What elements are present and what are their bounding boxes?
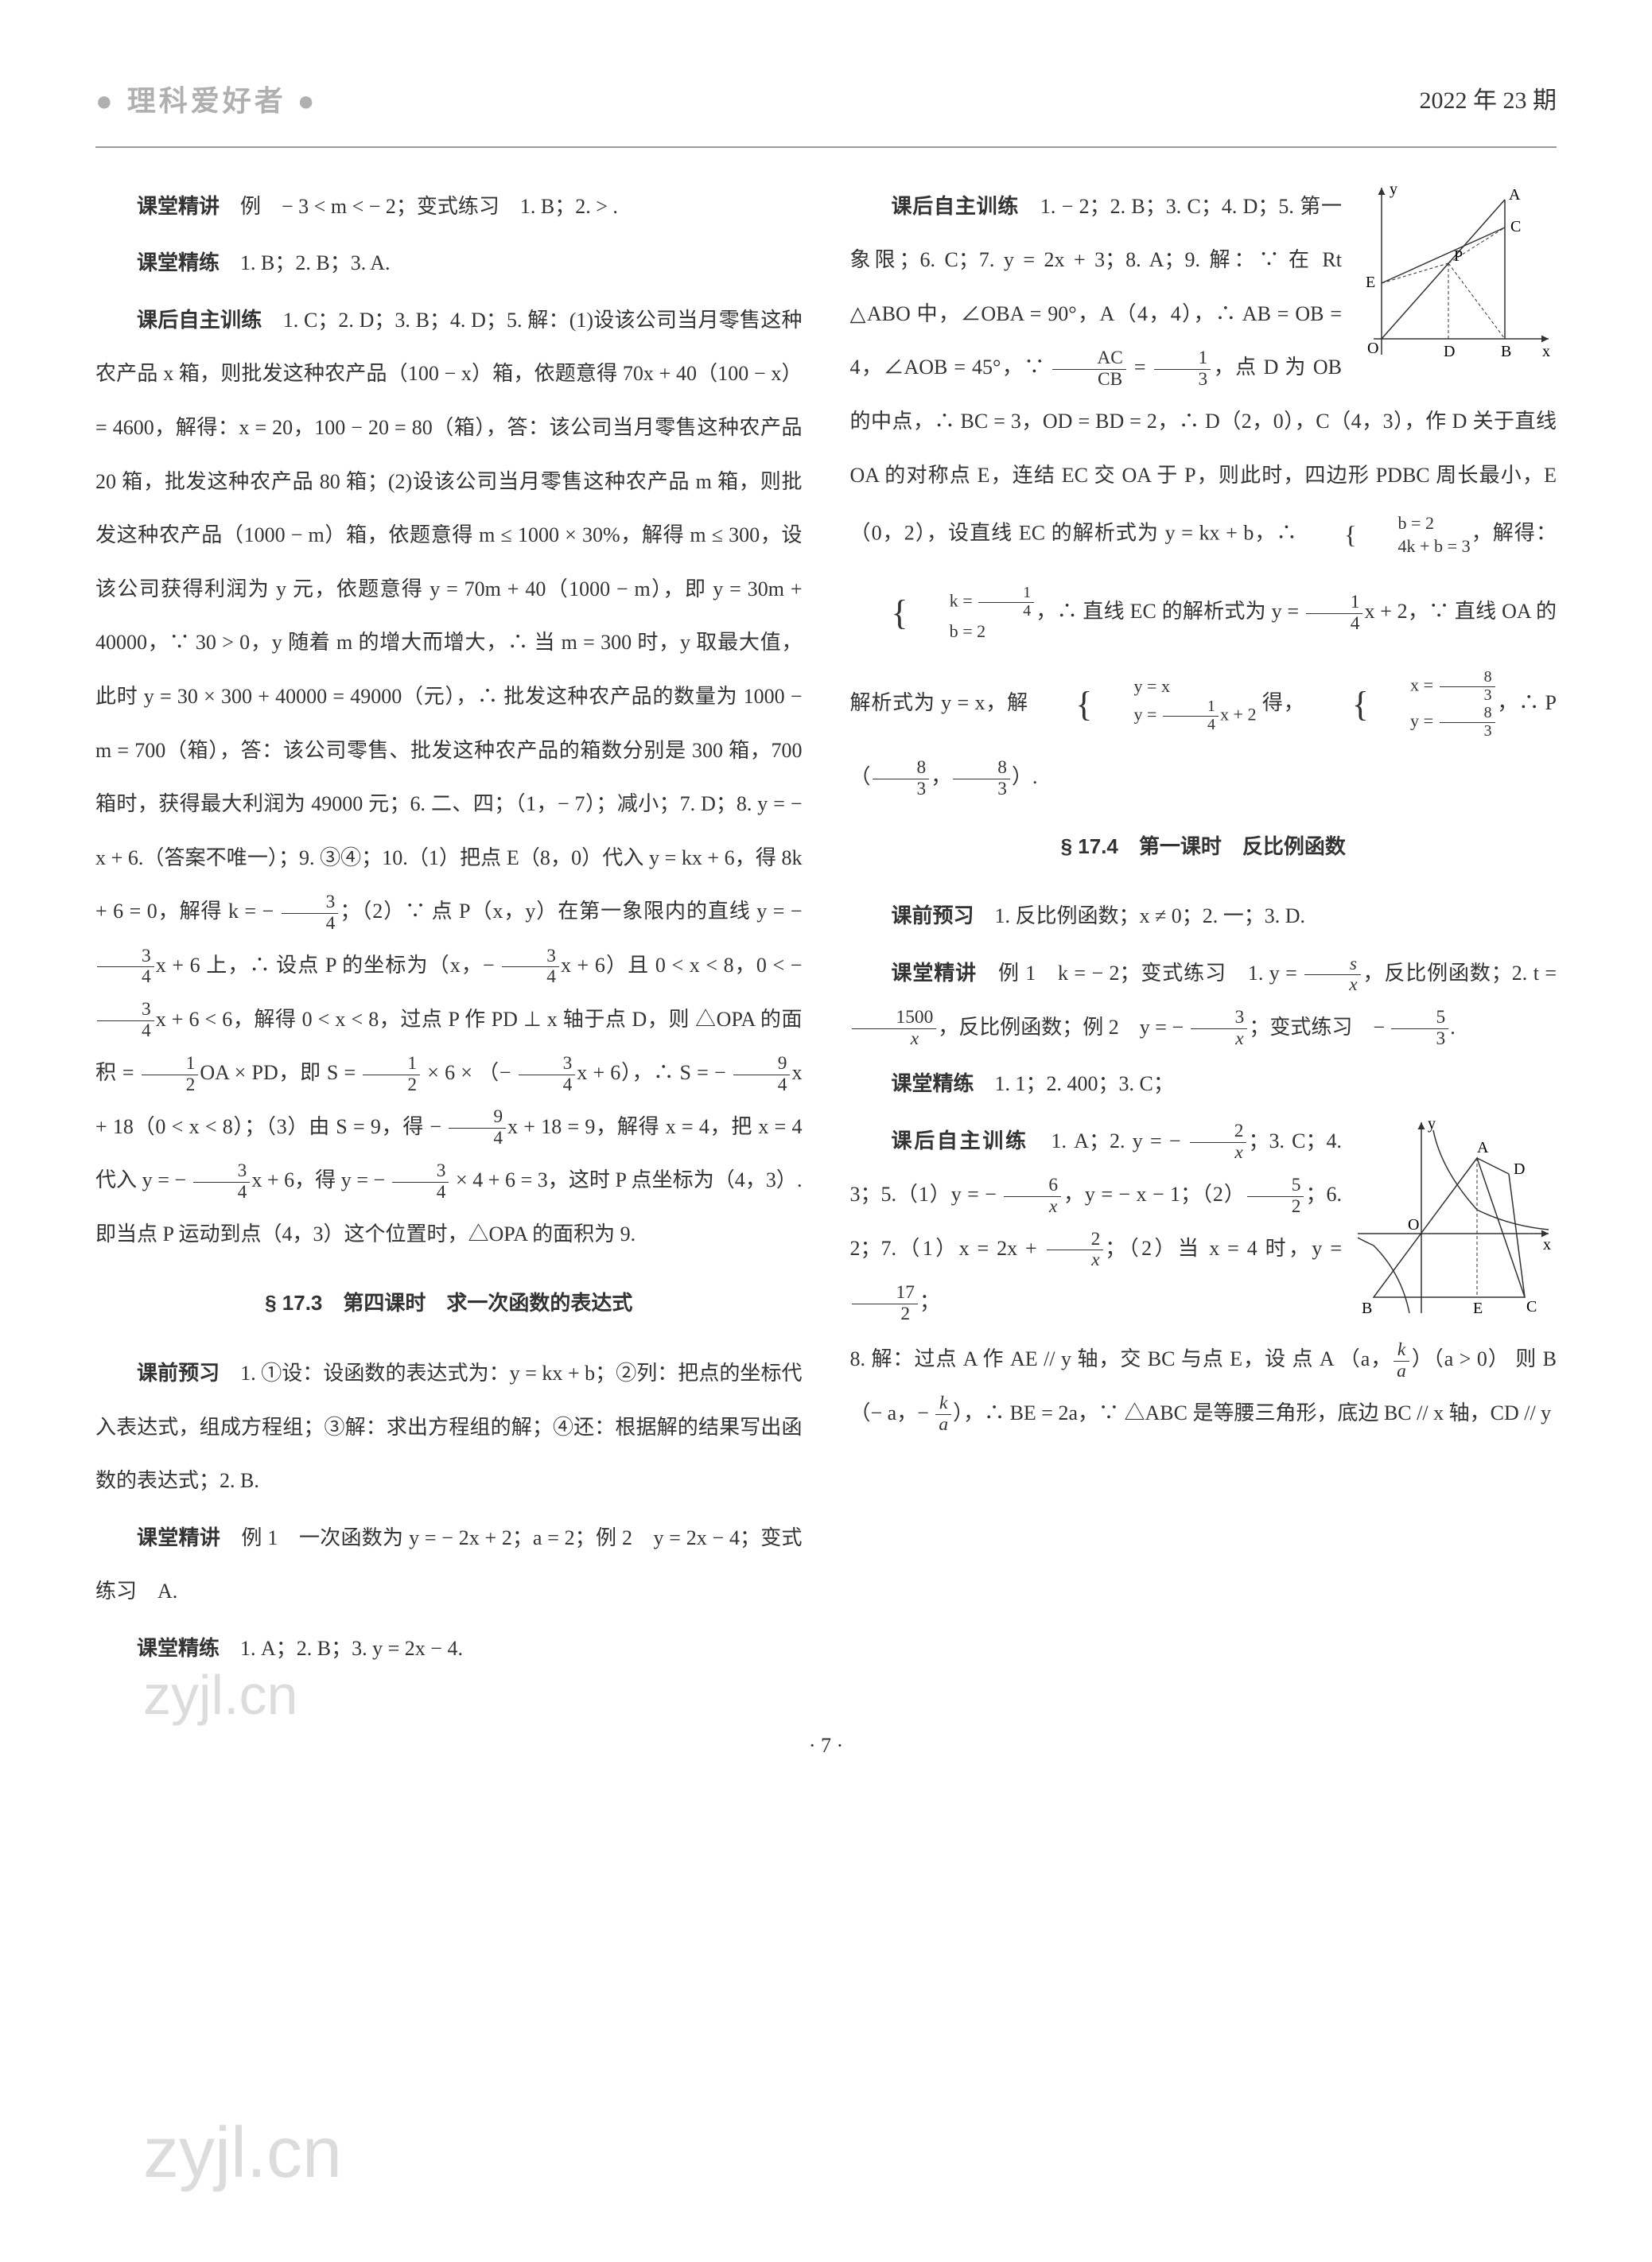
fraction: 34 (97, 946, 154, 988)
issue-label: 2022 年 23 期 (1420, 70, 1557, 132)
equation-system: k = 14b = 2 (908, 585, 1036, 643)
section-label: 课堂精练 (137, 251, 220, 274)
svg-text:C: C (1526, 1298, 1537, 1316)
section-label: 课前预习 (892, 904, 974, 927)
section-label: 课堂精练 (137, 1636, 220, 1660)
fraction: sx (1304, 954, 1360, 996)
paragraph: 课堂精讲 例 − 3 < m < − 2；变式练习 1. B；2. > . (95, 180, 803, 234)
section-label: 课后自主训练 (137, 308, 262, 332)
logo-dot: ● (95, 84, 116, 117)
content-body: 课堂精讲 例 − 3 < m < − 2；变式练习 1. B；2. > . 课堂… (95, 180, 1557, 1679)
fraction: 2x (1047, 1230, 1104, 1271)
svg-text:D: D (1444, 343, 1455, 360)
page-header: ● 理科爱好者 ● 2022 年 23 期 (95, 64, 1557, 148)
section-label: 课堂精讲 (137, 1525, 220, 1549)
svg-text:E: E (1473, 1300, 1483, 1317)
equation-system: { (1303, 502, 1356, 568)
svg-text:y: y (1428, 1115, 1436, 1133)
fraction: ACCB (1052, 348, 1126, 390)
watermark: zyjl.cn (143, 2060, 342, 2246)
fraction: 12 (142, 1054, 199, 1095)
fraction: 94 (733, 1054, 791, 1095)
svg-text:A: A (1509, 186, 1521, 204)
section-label: 课后自主训练 (892, 194, 1020, 218)
fraction: 34 (502, 946, 559, 988)
equation-system: y = xy = 14x + 2 (1092, 675, 1256, 733)
svg-text:C: C (1510, 218, 1521, 235)
paragraph: 课后自主训练 1. C；2. D；3. B；4. D；5. 解：(1)设该公司当… (95, 293, 803, 1261)
fraction: 14 (1306, 593, 1363, 634)
section-title: § 17.3 第四课时 求一次函数的表达式 (95, 1277, 803, 1331)
fraction: 52 (1247, 1176, 1304, 1217)
page-number: · 7 · (95, 1719, 1557, 1773)
paragraph: 课堂精练 1. 1；2. 400；3. C； (850, 1057, 1557, 1111)
paragraph: 课堂精练 1. B；2. B；3. A. (95, 236, 803, 290)
svg-text:A: A (1477, 1139, 1489, 1156)
section-label: 课堂精讲 (892, 961, 978, 985)
paragraph: 8. 解：过点 A 作 AE // y 轴，交 BC 与点 E，设 点 A （a… (850, 1332, 1557, 1440)
svg-text:x: x (1543, 1236, 1551, 1253)
equation-system: x = 83y = 83 (1369, 669, 1497, 740)
equation-system: b = 24k + b = 3 (1356, 512, 1470, 558)
svg-text:O: O (1367, 340, 1378, 357)
svg-text:B: B (1362, 1300, 1372, 1317)
fraction: 94 (449, 1107, 506, 1148)
geometry-diagram-2: y x O A B C D E (1350, 1114, 1557, 1321)
fraction: 3x (1191, 1008, 1248, 1049)
fraction: ka (1394, 1340, 1409, 1382)
svg-text:O: O (1408, 1216, 1419, 1234)
paragraph: 课堂精讲 例 1 k = − 2；变式练习 1. y = sx，反比例函数；2.… (850, 946, 1557, 1054)
logo-text: 理科爱好者 (127, 84, 286, 117)
paragraph: 课堂精讲 例 1 一次函数为 y = − 2x + 2；a = 2；例 2 y … (95, 1511, 803, 1619)
fraction: 6x (1004, 1176, 1061, 1217)
section-label: 课前预习 (137, 1361, 220, 1385)
svg-text:x: x (1542, 343, 1550, 360)
svg-text:P: P (1454, 247, 1463, 265)
logo-dot: ● (297, 84, 318, 117)
fraction: 34 (392, 1161, 449, 1203)
fraction: 83 (873, 758, 930, 799)
fraction: 1500x (852, 1008, 937, 1049)
section-label: 课堂精练 (892, 1071, 974, 1095)
fraction: 83 (953, 758, 1010, 799)
fraction: 172 (852, 1283, 918, 1324)
fraction: 13 (1154, 348, 1211, 390)
section-title: § 17.4 第一课时 反比例函数 (850, 820, 1557, 874)
svg-text:D: D (1514, 1160, 1525, 1178)
paragraph: 课堂精练 1. A；2. B；3. y = 2x − 4. (95, 1622, 803, 1676)
fraction: 53 (1391, 1008, 1448, 1049)
geometry-diagram-1: y x O A B C D E P (1350, 180, 1557, 371)
fraction: 34 (519, 1054, 576, 1095)
fraction: 34 (97, 1000, 154, 1041)
svg-text:E: E (1366, 274, 1375, 291)
fraction: 34 (193, 1161, 251, 1203)
paragraph: 课前预习 1. ①设：设函数的表达式为：y = kx + b；②列：把点的坐标代… (95, 1347, 803, 1508)
left-column: 课堂精讲 例 − 3 < m < − 2；变式练习 1. B；2. > . 课堂… (95, 180, 803, 1679)
section-label: 课后自主训练 (892, 1129, 1028, 1152)
fraction: 12 (363, 1054, 420, 1095)
svg-text:B: B (1501, 343, 1511, 360)
paragraph: 课前预习 1. 反比例函数；x ≠ 0；2. 一；3. D. (850, 889, 1557, 943)
fraction: 34 (282, 892, 339, 934)
fraction: 2x (1190, 1121, 1247, 1163)
fraction: ka (935, 1393, 951, 1435)
section-label: 课堂精讲 (137, 194, 220, 218)
logo: ● 理科爱好者 ● (95, 64, 318, 138)
svg-text:y: y (1390, 181, 1397, 198)
right-column: y x O A B C D E P 课后自主训练 1. − 2；2. B；3. … (850, 180, 1557, 1679)
